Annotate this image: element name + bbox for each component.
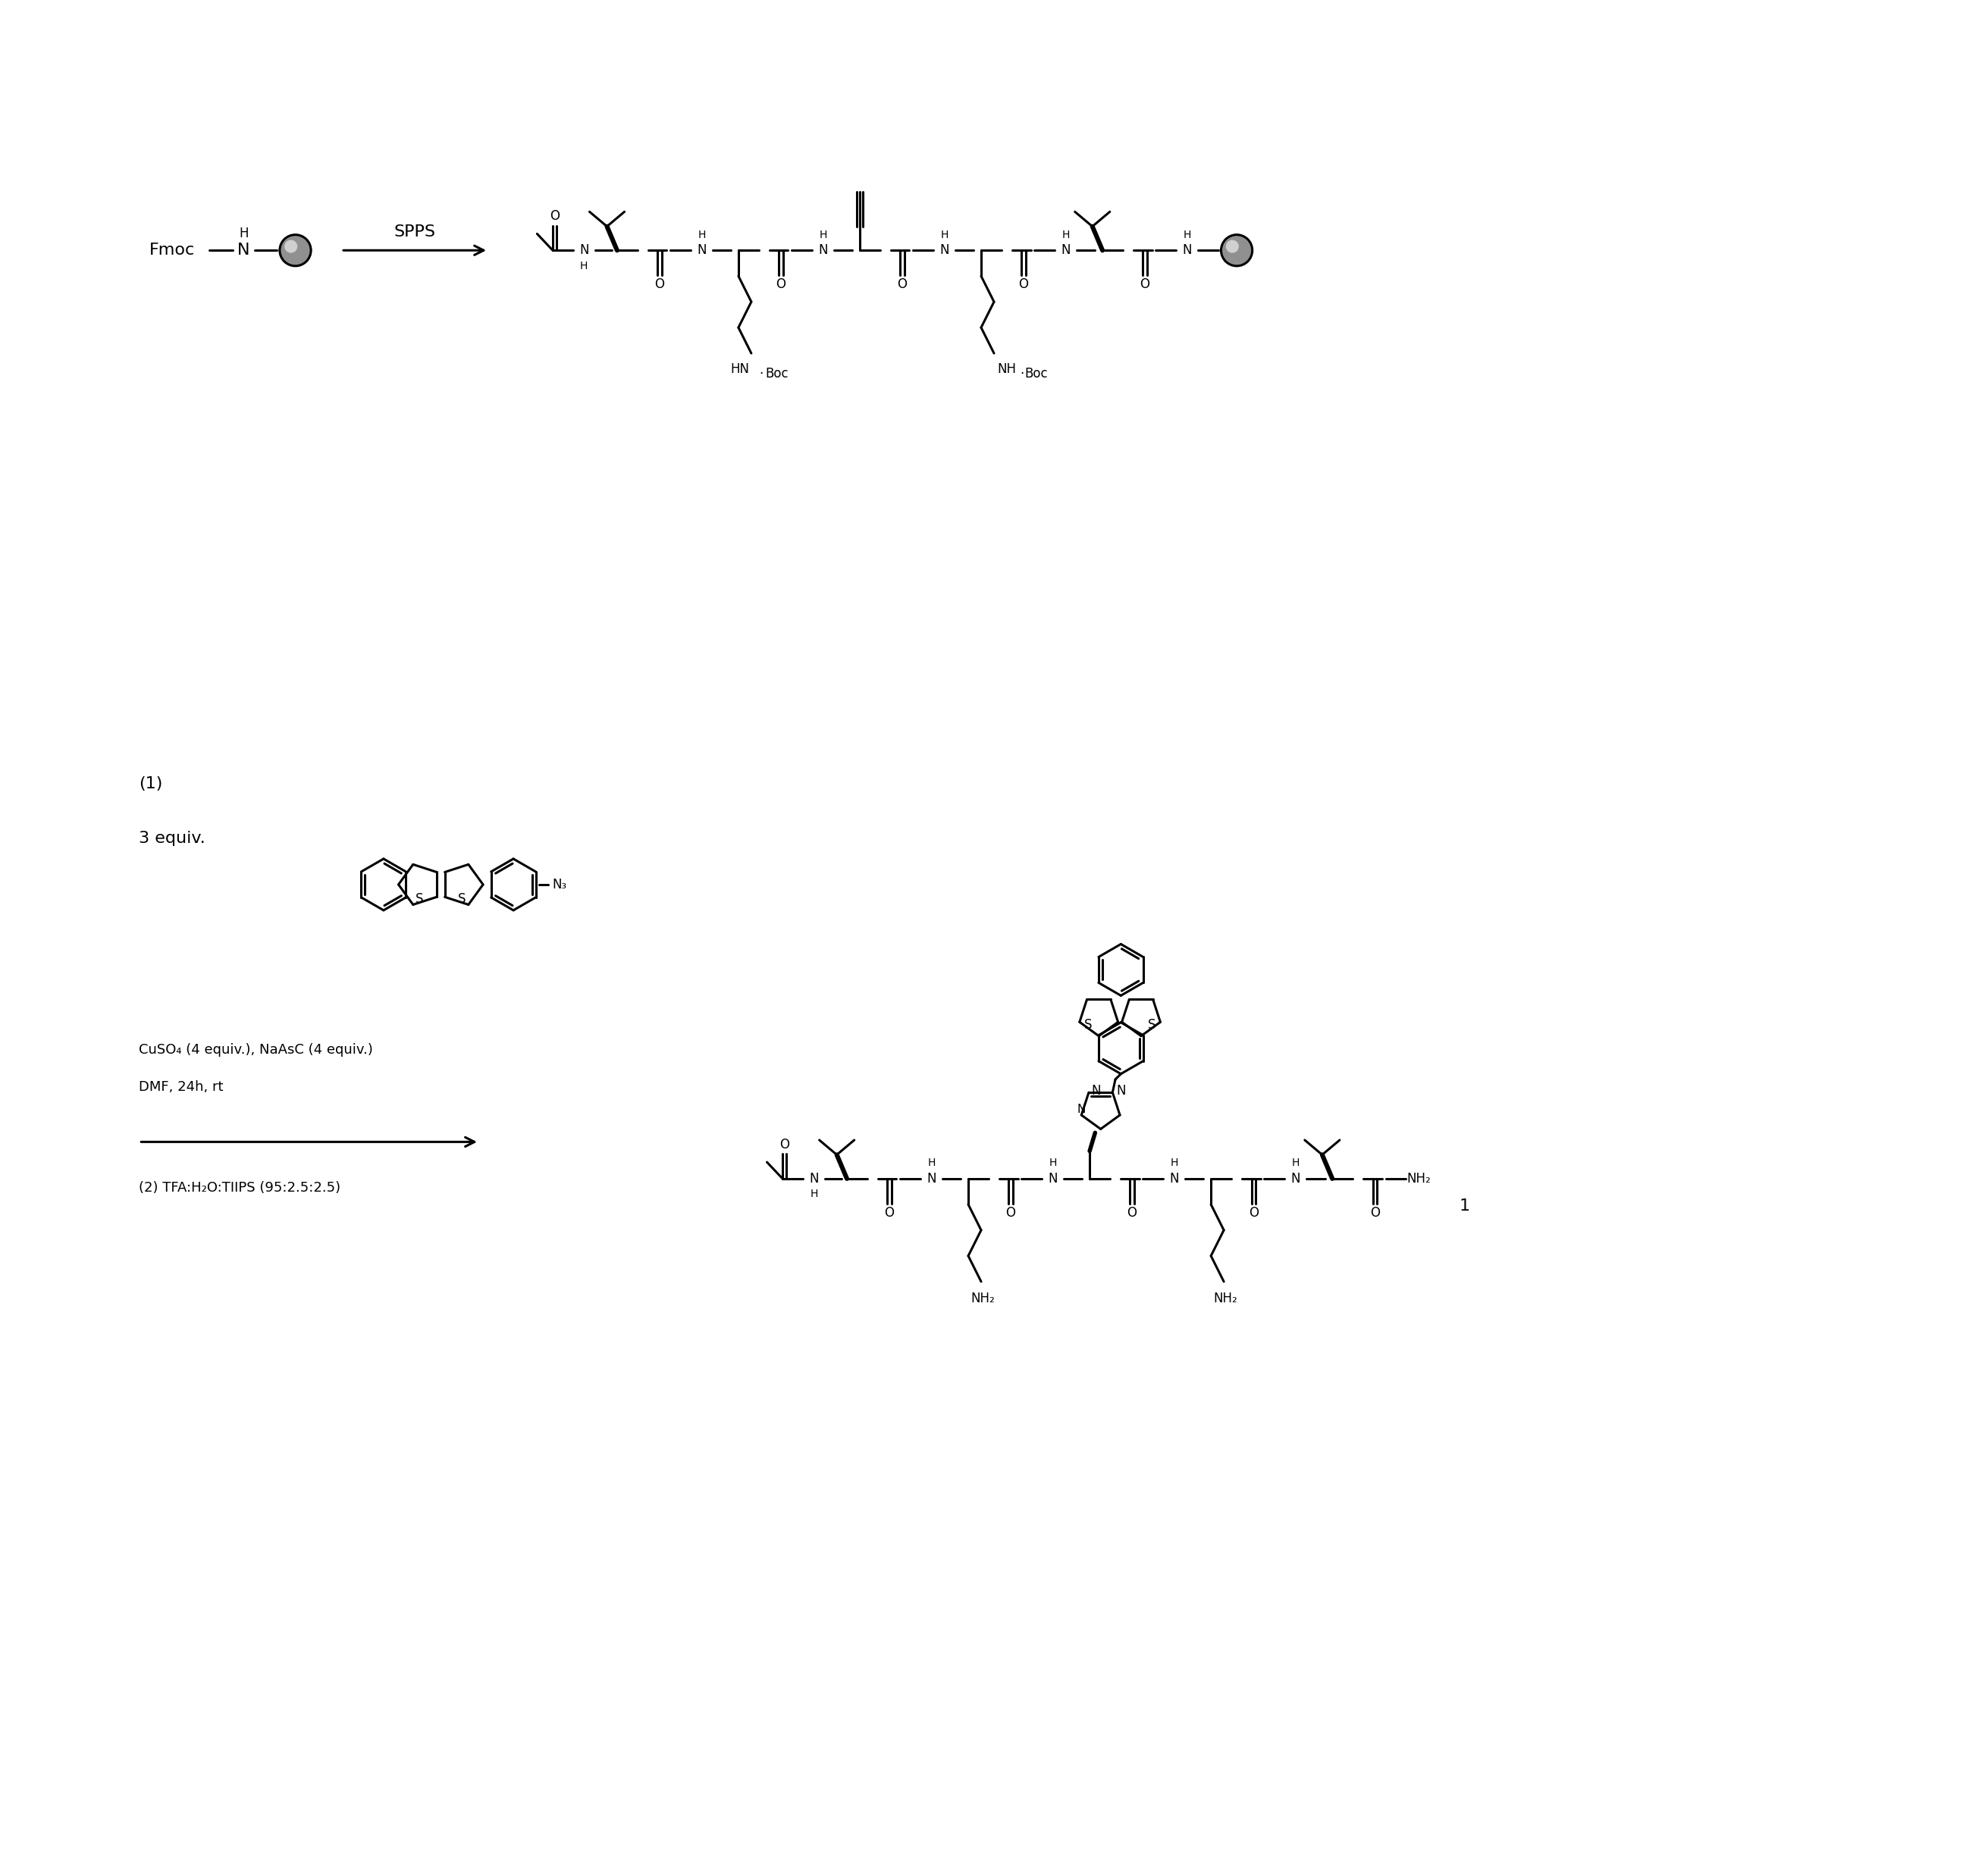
Text: N: N — [1115, 1083, 1125, 1098]
Text: O: O — [1006, 1206, 1016, 1219]
Text: DMF, 24h, rt: DMF, 24h, rt — [139, 1079, 223, 1094]
Text: H: H — [1050, 1158, 1058, 1169]
Text: N: N — [698, 244, 706, 257]
Text: O: O — [1139, 277, 1149, 290]
Text: S: S — [415, 893, 423, 906]
Text: H: H — [698, 229, 706, 240]
Text: O: O — [897, 277, 907, 290]
Text: NH: NH — [998, 363, 1016, 376]
Text: Fmoc: Fmoc — [149, 242, 195, 259]
Text: O: O — [885, 1206, 895, 1219]
Text: H: H — [580, 261, 588, 272]
Text: N: N — [1290, 1172, 1300, 1185]
Text: H: H — [1062, 229, 1070, 240]
Text: O: O — [654, 277, 664, 290]
Text: NH₂: NH₂ — [1408, 1172, 1431, 1185]
Text: H: H — [940, 229, 948, 240]
Text: NH₂: NH₂ — [1213, 1292, 1239, 1305]
Text: (1): (1) — [139, 776, 163, 791]
Text: N: N — [1183, 244, 1191, 257]
Text: O: O — [779, 1137, 789, 1152]
Text: N₃: N₃ — [553, 878, 567, 891]
Text: O: O — [551, 210, 561, 223]
Text: S: S — [457, 893, 465, 906]
Text: H: H — [1171, 1158, 1179, 1169]
Text: N: N — [1091, 1083, 1101, 1098]
Text: H: H — [239, 227, 248, 240]
Text: S: S — [1149, 1018, 1157, 1031]
Circle shape — [1221, 234, 1252, 266]
Text: N: N — [1077, 1104, 1085, 1115]
Text: Boc: Boc — [1024, 367, 1048, 380]
Text: SPPS: SPPS — [394, 225, 435, 240]
Text: Boc: Boc — [765, 367, 789, 380]
Text: H: H — [809, 1189, 817, 1200]
Text: N: N — [239, 242, 250, 259]
Circle shape — [1227, 240, 1239, 253]
Text: H: H — [928, 1158, 936, 1169]
Text: ·: · — [1020, 367, 1024, 380]
Text: H: H — [819, 229, 827, 240]
Text: CuSO₄ (4 equiv.), NaAsC (4 equiv.): CuSO₄ (4 equiv.), NaAsC (4 equiv.) — [139, 1044, 374, 1057]
Text: O: O — [1248, 1206, 1258, 1219]
Text: (2) TFA:H₂O:TIIPS (95:2.5:2.5): (2) TFA:H₂O:TIIPS (95:2.5:2.5) — [139, 1182, 340, 1195]
Text: O: O — [1370, 1206, 1380, 1219]
Circle shape — [284, 240, 296, 253]
Text: N: N — [926, 1172, 936, 1185]
Text: H: H — [1183, 229, 1191, 240]
Text: N: N — [1169, 1172, 1179, 1185]
Text: NH₂: NH₂ — [970, 1292, 996, 1305]
Text: 1: 1 — [1459, 1198, 1469, 1213]
Text: S: S — [1083, 1018, 1091, 1031]
Text: HN: HN — [730, 363, 749, 376]
Text: N: N — [1062, 244, 1070, 257]
Text: N: N — [809, 1172, 819, 1185]
Text: N: N — [579, 244, 588, 257]
Text: O: O — [1127, 1206, 1137, 1219]
Text: O: O — [1018, 277, 1028, 290]
Text: N: N — [1048, 1172, 1058, 1185]
Circle shape — [280, 234, 310, 266]
Text: N: N — [819, 244, 827, 257]
Text: 3 equiv.: 3 equiv. — [139, 832, 205, 847]
Text: ·: · — [759, 367, 763, 380]
Text: N: N — [940, 244, 948, 257]
Text: O: O — [775, 277, 785, 290]
Text: H: H — [1292, 1158, 1300, 1169]
